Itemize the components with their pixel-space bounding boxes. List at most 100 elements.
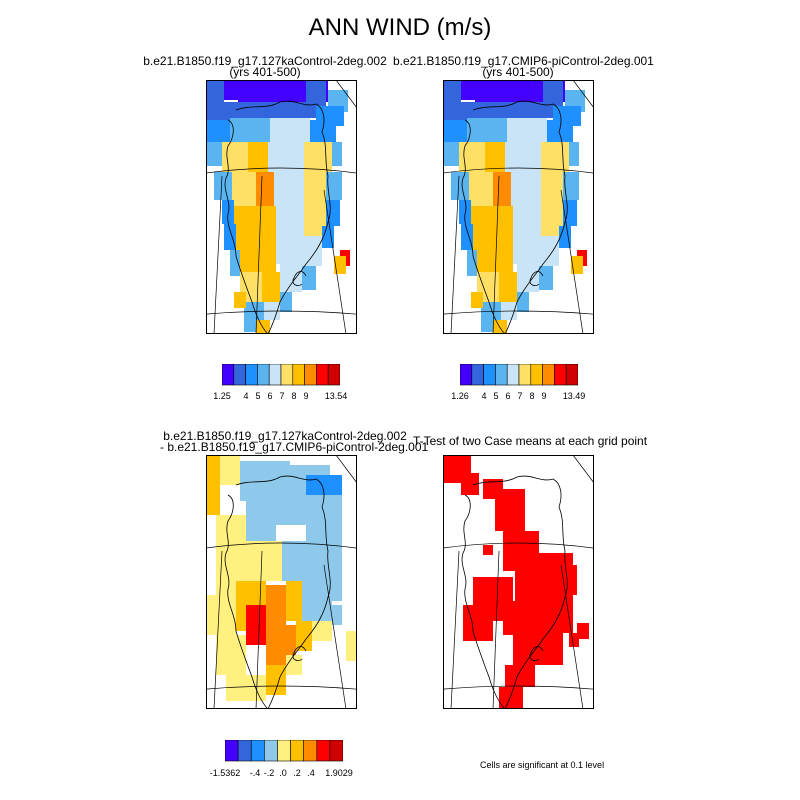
wind-cell — [513, 212, 541, 240]
wind-cell — [224, 224, 236, 250]
wind-cell — [256, 172, 274, 206]
cb2-label: 4 — [481, 391, 487, 401]
wind-cell — [304, 142, 332, 172]
wind-cell — [222, 200, 234, 224]
wind-cell — [306, 80, 326, 106]
diff-cell — [276, 495, 306, 525]
wind-cell — [541, 172, 563, 212]
cb3-label: .0 — [279, 768, 287, 778]
wind-cell — [459, 200, 471, 224]
panel-1-colorbar — [222, 364, 340, 386]
colorbar-swatch — [460, 364, 473, 386]
figure-title: ANN WIND (m/s) — [308, 14, 492, 41]
colorbar-swatch — [304, 364, 317, 386]
wind-cell — [280, 292, 292, 312]
wind-cell — [443, 120, 467, 142]
wind-cell — [517, 292, 529, 312]
wind-cell — [326, 200, 340, 226]
diff-cell — [296, 621, 312, 651]
panel-3-map — [206, 455, 357, 709]
panel-4-map — [443, 455, 594, 709]
colorbar-swatch — [530, 364, 543, 386]
wind-cell — [222, 142, 248, 172]
colorbar-swatch — [483, 364, 496, 386]
wind-cell — [507, 118, 547, 142]
diff-cell — [246, 501, 276, 541]
colorbar-swatch — [565, 364, 578, 386]
panel-3-colorbar — [225, 740, 343, 762]
wind-cell — [310, 120, 336, 142]
diff-cell — [286, 581, 302, 621]
wind-cell — [563, 200, 577, 226]
diff-cell — [286, 655, 302, 675]
diff-cell — [302, 601, 332, 621]
colorbar-swatch — [495, 364, 508, 386]
cb2-label: 7 — [517, 391, 523, 401]
wind-cell — [443, 102, 483, 120]
cb2-label: 8 — [529, 391, 535, 401]
wind-cell — [304, 172, 326, 212]
panel-1-title: b.e21.B1850.f19_g17.127kaControl-2deg.00… — [140, 55, 390, 78]
wind-cell — [473, 238, 495, 272]
cb2-label: 5 — [493, 391, 499, 401]
cb2-label: 9 — [541, 391, 547, 401]
wind-cell — [214, 172, 232, 200]
significant-cell — [463, 605, 493, 641]
diff-cell — [282, 541, 302, 581]
colorbar-swatch — [233, 364, 246, 386]
wind-cell — [471, 206, 491, 238]
cb2-label: 6 — [505, 391, 511, 401]
colorbar-swatch — [518, 364, 532, 386]
colorbar-swatch — [277, 740, 291, 762]
cb3-label: .4 — [307, 768, 315, 778]
wind-cell — [234, 206, 254, 238]
wind-cell — [513, 240, 537, 264]
wind-cell — [224, 80, 238, 100]
wind-cell — [326, 172, 342, 200]
wind-cell — [459, 142, 485, 172]
wind-cell — [505, 142, 541, 172]
wind-cell — [236, 238, 258, 272]
wind-cell — [230, 250, 240, 276]
diff-cell — [266, 665, 286, 695]
wind-cell — [451, 172, 469, 200]
colorbar-swatch — [292, 364, 305, 386]
wind-cell — [232, 172, 256, 206]
diff-cell — [246, 541, 282, 581]
panel-4-title: T-Test of two Case means at each grid po… — [390, 435, 670, 447]
cb1-label: 7 — [279, 391, 285, 401]
wind-cell — [467, 250, 477, 276]
wind-cell — [493, 320, 507, 334]
wind-cell — [258, 238, 276, 272]
colorbar-swatch — [222, 364, 235, 386]
colorbar-swatch — [257, 364, 270, 386]
diff-cell — [332, 605, 342, 625]
wind-cell — [543, 80, 563, 106]
colorbar-swatch — [471, 364, 484, 386]
diff-cell — [346, 631, 357, 661]
diff-cell — [206, 455, 220, 515]
panel-2-map — [443, 80, 594, 334]
wind-cell — [517, 264, 539, 292]
cb3-label: -.2 — [263, 768, 275, 778]
diff-cell — [306, 495, 342, 541]
colorbar-swatch — [237, 740, 252, 762]
colorbar-swatch — [268, 364, 282, 386]
cb1-label: 9 — [303, 391, 309, 401]
diff-cell — [266, 585, 286, 625]
wind-cell — [469, 172, 493, 206]
colorbar-swatch — [554, 364, 567, 386]
wind-cell — [334, 256, 346, 274]
colorbar-swatch — [290, 740, 304, 762]
cb2-label: 13.49 — [562, 391, 586, 401]
wind-cell — [537, 236, 559, 266]
cb1-label: 1.25 — [213, 391, 231, 401]
panel-3-colorbar-labels: -1.5362 -.4 -.2 .0 .2 .4 1.9029 — [210, 768, 353, 780]
wind-cell — [206, 142, 222, 166]
wind-cell — [539, 266, 553, 290]
wind-cell — [302, 266, 316, 290]
colorbar-swatch — [327, 364, 340, 386]
wind-cell — [300, 236, 322, 266]
wind-cell — [475, 80, 565, 102]
wind-cell — [499, 272, 517, 302]
